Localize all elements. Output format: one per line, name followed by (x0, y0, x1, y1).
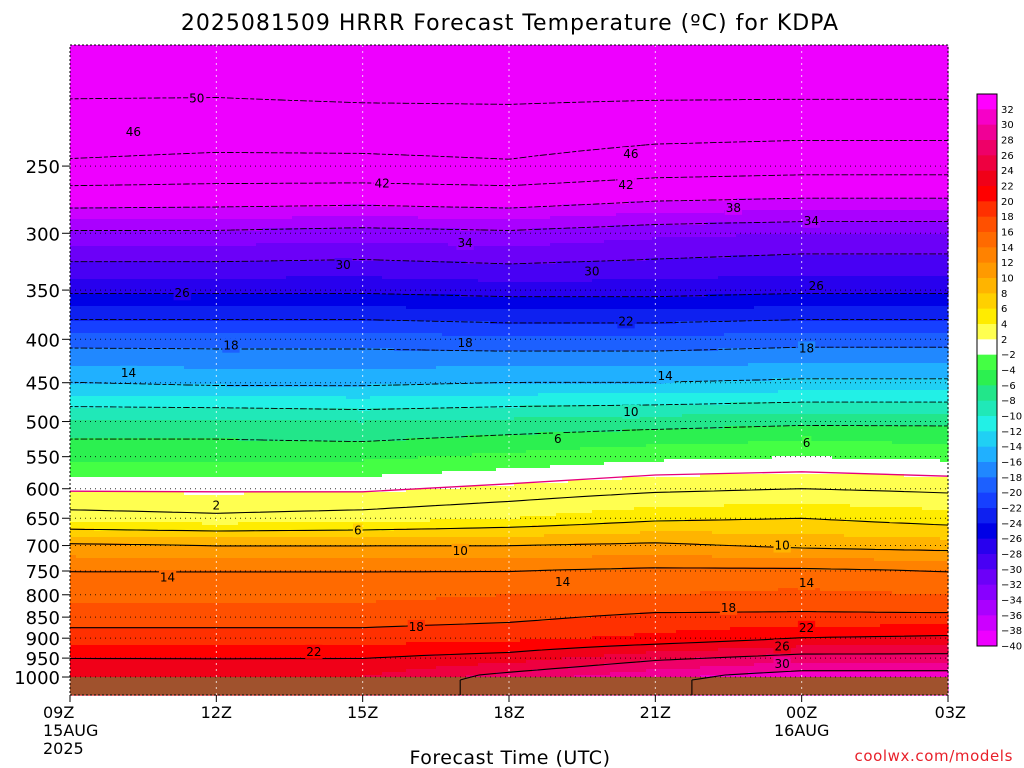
chart-title: 2025081509 HRRR Forecast Temperature (ºC… (181, 11, 839, 36)
